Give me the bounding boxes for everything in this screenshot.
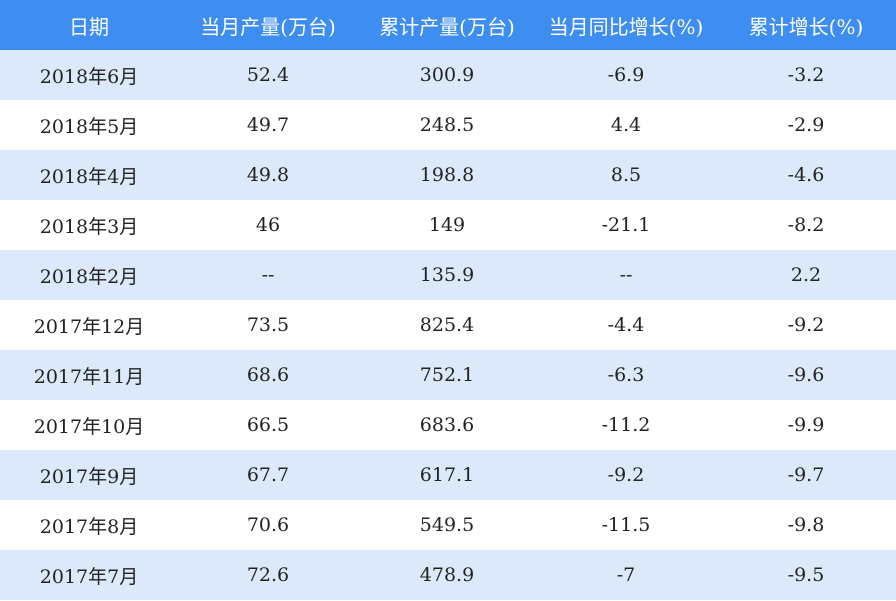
table-row: 2017年11月 68.6 752.1 -6.3 -9.6 bbox=[0, 350, 896, 400]
table-cell: -- bbox=[536, 250, 716, 300]
table-cell: -6.3 bbox=[536, 350, 716, 400]
table-cell: 2017年7月 bbox=[0, 550, 178, 600]
table-cell: -4.4 bbox=[536, 300, 716, 350]
table-cell: 8.5 bbox=[536, 150, 716, 200]
table-row: 2017年9月 67.7 617.1 -9.2 -9.7 bbox=[0, 450, 896, 500]
table-row: 2017年12月 73.5 825.4 -4.4 -9.2 bbox=[0, 300, 896, 350]
table-cell: 2017年8月 bbox=[0, 500, 178, 550]
table-cell: -8.2 bbox=[716, 200, 896, 250]
table-cell: -7 bbox=[536, 550, 716, 600]
table-cell: 49.7 bbox=[178, 100, 358, 150]
table-cell: -9.7 bbox=[716, 450, 896, 500]
table-cell: 248.5 bbox=[358, 100, 536, 150]
table-cell: 2017年10月 bbox=[0, 400, 178, 450]
table-row: 2018年5月 49.7 248.5 4.4 -2.9 bbox=[0, 100, 896, 150]
table-cell: 49.8 bbox=[178, 150, 358, 200]
table-row: 2018年6月 52.4 300.9 -6.9 -3.2 bbox=[0, 50, 896, 100]
table-body: 2018年6月 52.4 300.9 -6.9 -3.2 2018年5月 49.7 248.5… bbox=[0, 50, 896, 600]
table-cell: -9.5 bbox=[716, 550, 896, 600]
table-cell: 683.6 bbox=[358, 400, 536, 450]
table-cell: 300.9 bbox=[358, 50, 536, 100]
table-cell: 52.4 bbox=[178, 50, 358, 100]
table-cell: 2018年4月 bbox=[0, 150, 178, 200]
table-cell: 66.5 bbox=[178, 400, 358, 450]
table-cell: -11.2 bbox=[536, 400, 716, 450]
table-cell: 198.8 bbox=[358, 150, 536, 200]
table-cell: -9.2 bbox=[536, 450, 716, 500]
header-cell: 日期 bbox=[0, 0, 178, 50]
table-cell: 149 bbox=[358, 200, 536, 250]
table-cell: 67.7 bbox=[178, 450, 358, 500]
table-cell: 2.2 bbox=[716, 250, 896, 300]
table-cell: -2.9 bbox=[716, 100, 896, 150]
table-cell: -9.2 bbox=[716, 300, 896, 350]
table-row: 2017年10月 66.5 683.6 -11.2 -9.9 bbox=[0, 400, 896, 450]
table-cell: 46 bbox=[178, 200, 358, 250]
header-cell: 累计产量(万台) bbox=[358, 0, 536, 50]
table-cell: -9.6 bbox=[716, 350, 896, 400]
table-cell: 478.9 bbox=[358, 550, 536, 600]
table-cell: 2018年2月 bbox=[0, 250, 178, 300]
table-cell: 72.6 bbox=[178, 550, 358, 600]
table-cell: 70.6 bbox=[178, 500, 358, 550]
table-cell: 2017年11月 bbox=[0, 350, 178, 400]
table-row: 2018年2月 -- 135.9 -- 2.2 bbox=[0, 250, 896, 300]
table-cell: -- bbox=[178, 250, 358, 300]
header-cell: 当月产量(万台) bbox=[178, 0, 358, 50]
table-cell: -21.1 bbox=[536, 200, 716, 250]
table-cell: 2018年6月 bbox=[0, 50, 178, 100]
table-cell: 2017年12月 bbox=[0, 300, 178, 350]
table-cell: 4.4 bbox=[536, 100, 716, 150]
table-cell: 2018年3月 bbox=[0, 200, 178, 250]
table-cell: -11.5 bbox=[536, 500, 716, 550]
table-row: 2018年3月 46 149 -21.1 -8.2 bbox=[0, 200, 896, 250]
header-cell: 当月同比增长(%) bbox=[536, 0, 716, 50]
table-cell: 135.9 bbox=[358, 250, 536, 300]
table-cell: 2017年9月 bbox=[0, 450, 178, 500]
table-row: 2017年8月 70.6 549.5 -11.5 -9.8 bbox=[0, 500, 896, 550]
table-cell: 617.1 bbox=[358, 450, 536, 500]
table-cell: -4.6 bbox=[716, 150, 896, 200]
table-cell: 752.1 bbox=[358, 350, 536, 400]
table-cell: 2018年5月 bbox=[0, 100, 178, 150]
table-cell: -6.9 bbox=[536, 50, 716, 100]
header-cell: 累计增长(%) bbox=[716, 0, 896, 50]
table-cell: 73.5 bbox=[178, 300, 358, 350]
table-cell: 68.6 bbox=[178, 350, 358, 400]
header-row: 日期 当月产量(万台) 累计产量(万台) 当月同比增长(%) 累计增长(%) bbox=[0, 0, 896, 50]
table-cell: -3.2 bbox=[716, 50, 896, 100]
table-cell: -9.9 bbox=[716, 400, 896, 450]
table-cell: 549.5 bbox=[358, 500, 536, 550]
table-row: 2018年4月 49.8 198.8 8.5 -4.6 bbox=[0, 150, 896, 200]
table-cell: 825.4 bbox=[358, 300, 536, 350]
table-row: 2017年7月 72.6 478.9 -7 -9.5 bbox=[0, 550, 896, 600]
table-cell: -9.8 bbox=[716, 500, 896, 550]
